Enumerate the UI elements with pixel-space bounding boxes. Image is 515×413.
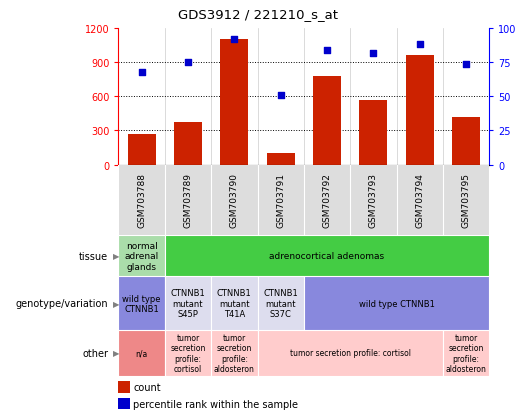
Point [277, 93, 285, 99]
Text: tumor secretion profile: cortisol: tumor secretion profile: cortisol [290, 349, 410, 358]
Bar [313, 77, 341, 165]
Text: GSM703791: GSM703791 [276, 173, 285, 228]
Bar [220, 40, 248, 165]
Bar [452, 117, 480, 165]
Text: ▶: ▶ [113, 252, 120, 261]
Text: tumor
secretion
profile:
aldosteron: tumor secretion profile: aldosteron [214, 333, 255, 373]
Point [462, 61, 470, 68]
Text: GSM703790: GSM703790 [230, 173, 239, 228]
Text: GSM703795: GSM703795 [461, 173, 471, 228]
Bar [118, 382, 130, 392]
Bar [118, 330, 165, 376]
Text: GSM703793: GSM703793 [369, 173, 378, 228]
Bar [211, 330, 258, 376]
Bar [118, 398, 130, 409]
Text: GSM703794: GSM703794 [415, 173, 424, 228]
Text: normal
adrenal
glands: normal adrenal glands [125, 241, 159, 271]
Bar [304, 277, 489, 330]
Text: ▶: ▶ [113, 349, 120, 358]
Bar [165, 277, 211, 330]
Text: GSM703789: GSM703789 [183, 173, 193, 228]
Point [323, 47, 331, 54]
Point [416, 42, 424, 49]
Text: CTNNB1
mutant
T41A: CTNNB1 mutant T41A [217, 289, 252, 318]
Text: tumor
secretion
profile:
cortisol: tumor secretion profile: cortisol [170, 333, 205, 373]
Bar [118, 277, 165, 330]
Text: GSM703792: GSM703792 [322, 173, 332, 228]
Text: wild type CTNNB1: wild type CTNNB1 [358, 299, 435, 308]
Text: genotype/variation: genotype/variation [15, 299, 108, 309]
Text: ▶: ▶ [113, 299, 120, 308]
Text: count: count [133, 382, 161, 392]
Bar [406, 56, 434, 165]
Bar [443, 330, 489, 376]
Bar [359, 100, 387, 165]
Text: GDS3912 / 221210_s_at: GDS3912 / 221210_s_at [178, 8, 337, 21]
Bar [267, 154, 295, 165]
Point [138, 69, 146, 76]
Text: wild type
CTNNB1: wild type CTNNB1 [123, 294, 161, 313]
Point [230, 36, 238, 43]
Text: CTNNB1
mutant
S45P: CTNNB1 mutant S45P [170, 289, 205, 318]
Bar [165, 235, 489, 277]
Bar [118, 235, 165, 277]
Text: adrenocortical adenomas: adrenocortical adenomas [269, 252, 385, 261]
Text: CTNNB1
mutant
S37C: CTNNB1 mutant S37C [263, 289, 298, 318]
Bar [128, 135, 156, 165]
Text: other: other [82, 348, 108, 358]
Bar [165, 330, 211, 376]
Text: percentile rank within the sample: percentile rank within the sample [133, 399, 298, 409]
Bar [174, 123, 202, 165]
Text: n/a: n/a [135, 349, 148, 358]
Text: tissue: tissue [79, 251, 108, 261]
Point [184, 59, 192, 66]
Point [369, 50, 377, 57]
Bar [258, 330, 443, 376]
Text: GSM703788: GSM703788 [137, 173, 146, 228]
Bar [211, 277, 258, 330]
Text: tumor
secretion
profile:
aldosteron: tumor secretion profile: aldosteron [445, 333, 487, 373]
Bar [258, 277, 304, 330]
